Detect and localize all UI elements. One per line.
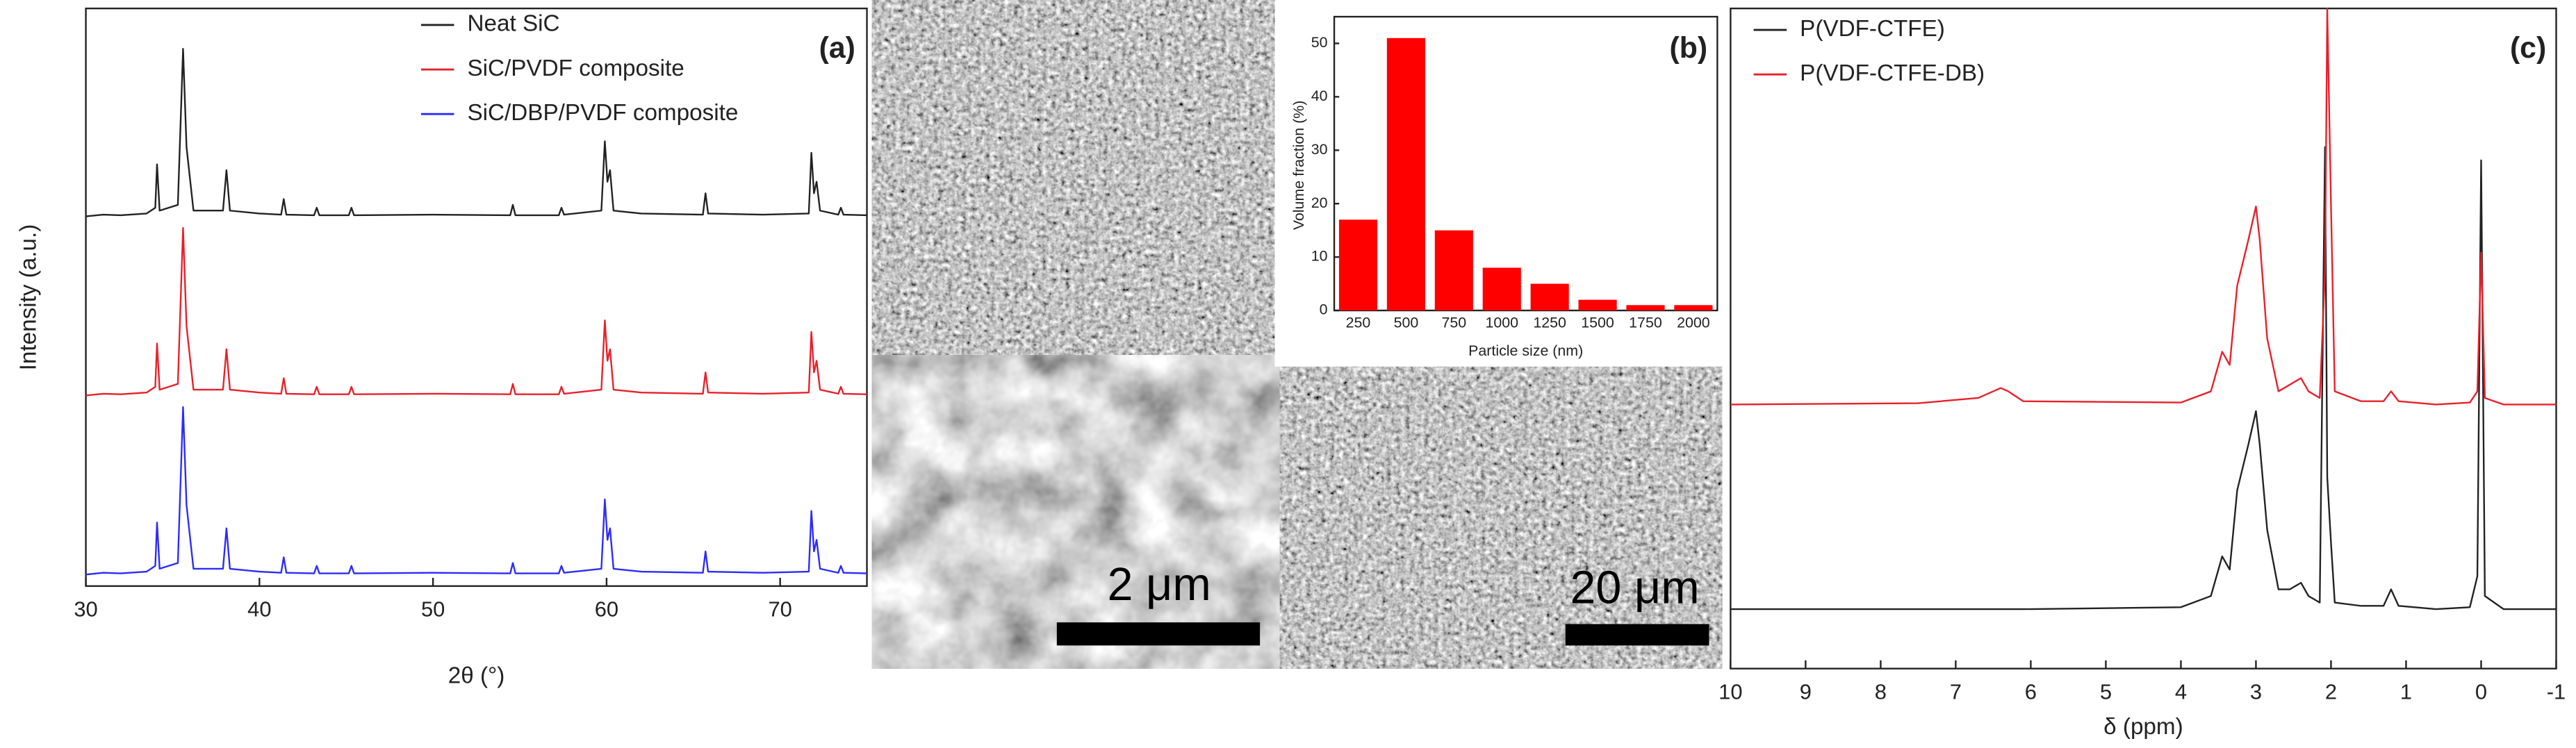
series-line xyxy=(85,227,867,397)
x-axis-label: Particle size (nm) xyxy=(1468,342,1583,359)
bar xyxy=(1434,230,1473,311)
legend-label: SiC/DBP/PVDF composite xyxy=(467,100,738,126)
x-tick-label: 1500 xyxy=(1581,315,1614,331)
x-tick-label: 1250 xyxy=(1533,315,1566,331)
bar xyxy=(1338,219,1378,311)
y-tick-label: 0 xyxy=(1320,301,1328,318)
x-tick-label: 40 xyxy=(247,597,271,622)
x-tick-label: 750 xyxy=(1441,315,1466,331)
bar xyxy=(1626,305,1665,311)
x-tick-label: 6 xyxy=(2025,679,2037,704)
panel-label: (b) xyxy=(1669,31,1707,65)
plots: (a)2θ (°)Intensity (a.u.)30 40 50 60 70Neat … xyxy=(16,7,2566,740)
bar xyxy=(1578,299,1617,311)
x-tick-label: 50 xyxy=(421,597,445,622)
y-axis-label: Intensity (a.u.) xyxy=(16,224,42,371)
sem-image-top xyxy=(871,0,1277,356)
y-axis-label: Volume fraction (%) xyxy=(1290,101,1307,231)
y-tick-label: 20 xyxy=(1311,194,1328,211)
plot-frame xyxy=(1730,7,2557,670)
y-tick-label: 50 xyxy=(1311,34,1328,51)
y-tick-label: 30 xyxy=(1311,141,1328,158)
x-tick-label: 4 xyxy=(2175,679,2187,704)
x-axis-label: 2θ (°) xyxy=(448,663,505,688)
series-line xyxy=(85,48,867,217)
sem-image-zoom xyxy=(871,355,1280,669)
bar xyxy=(1482,267,1521,311)
series-line xyxy=(85,406,867,576)
scale-bar-label: 20 μm xyxy=(1570,563,1699,614)
x-tick-label: 1000 xyxy=(1485,315,1518,331)
plot-frame xyxy=(1333,15,1718,312)
plot-frame xyxy=(85,7,868,588)
series-line xyxy=(1730,7,2557,406)
y-tick-label: 40 xyxy=(1311,88,1328,104)
panel-label: (c) xyxy=(2510,31,2546,65)
x-tick-label: 2 xyxy=(2325,679,2337,704)
scale-bar-label: 2 μm xyxy=(1108,559,1211,610)
x-tick-label: -1 xyxy=(2547,679,2566,704)
legend-label: SiC/PVDF composite xyxy=(467,56,684,81)
panel-label: (a) xyxy=(819,31,855,65)
bar xyxy=(1386,38,1425,311)
x-tick-label: 1 xyxy=(2400,679,2412,704)
x-tick-label: 1750 xyxy=(1629,315,1662,331)
x-tick-label: 3 xyxy=(2250,679,2262,704)
bar xyxy=(1530,283,1569,311)
legend-label: P(VDF-CTFE-DB) xyxy=(1800,60,1985,86)
legend-label: P(VDF-CTFE) xyxy=(1800,16,1945,42)
legend-label: Neat SiC xyxy=(467,11,559,37)
x-tick-label: 9 xyxy=(1800,679,1812,704)
bar xyxy=(1674,305,1713,311)
x-tick-label: 60 xyxy=(595,597,618,622)
sem-image-wide xyxy=(1279,366,1723,669)
histogram-background xyxy=(1274,0,1723,367)
x-axis-label: δ (ppm) xyxy=(2103,714,2183,740)
y-tick-label: 10 xyxy=(1311,248,1328,265)
x-tick-label: 10 xyxy=(1718,679,1742,704)
x-tick-label: 250 xyxy=(1346,315,1371,331)
series-line xyxy=(1730,146,2557,610)
x-tick-label: 2000 xyxy=(1677,315,1710,331)
x-tick-label: 30 xyxy=(74,597,97,622)
x-tick-label: 500 xyxy=(1394,315,1419,331)
x-tick-label: 70 xyxy=(768,597,791,622)
x-tick-label: 8 xyxy=(1875,679,1887,704)
x-tick-label: 7 xyxy=(1950,679,1962,704)
x-tick-label: 5 xyxy=(2100,679,2112,704)
x-tick-label: 0 xyxy=(2475,679,2487,704)
scale-bar xyxy=(1056,622,1261,646)
scale-bar xyxy=(1565,624,1709,646)
